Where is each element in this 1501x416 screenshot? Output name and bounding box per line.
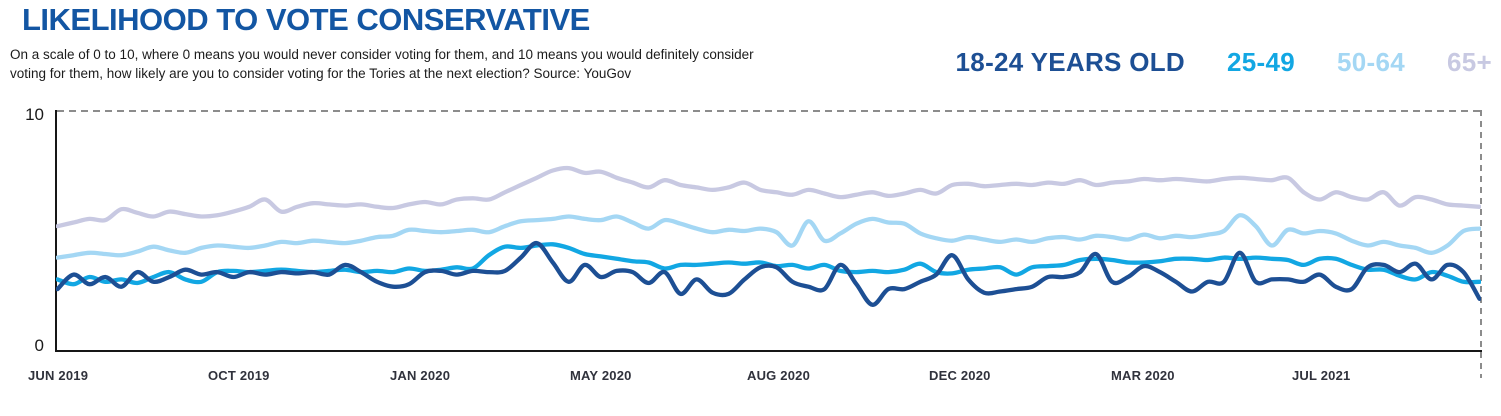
line-chart-plot [56, 165, 1481, 307]
x-axis-label: DEC 2020 [929, 368, 991, 383]
chart-legend: 18-24 YEARS OLD 25-49 50-64 65+ [956, 47, 1492, 78]
legend-item-18-24: 18-24 YEARS OLD [955, 47, 1185, 77]
chart-title: LIKELIHOOD TO VOTE CONSERVATIVE [22, 2, 590, 37]
chart-subtitle: On a scale of 0 to 10, where 0 means you… [10, 46, 810, 83]
series-line-65- [56, 165, 1481, 229]
series-line-18-24-years-old [56, 240, 1481, 307]
legend-item-50-64: 50-64 [1336, 47, 1405, 77]
x-axis-label: OCT 2019 [208, 368, 270, 383]
x-axis-line [55, 350, 1482, 352]
chart-subtitle-line2: voting for them, how likely are you to c… [10, 65, 632, 81]
x-axis-label: JUN 2019 [28, 368, 89, 383]
plot-right-dashed-border [1480, 110, 1482, 378]
legend-item-25-49: 25-49 [1226, 47, 1295, 77]
y-tick-label-0: 0 [34, 336, 44, 355]
x-axis-label: MAR 2020 [1111, 368, 1175, 383]
x-axis-label: MAY 2020 [570, 368, 632, 383]
x-axis-labels: JUN 2019 OCT 2019 JAN 2020 MAY 2020 AUG 2020… [0, 368, 1501, 388]
plot-top-dashed-border [57, 110, 1480, 112]
legend-item-65-plus: 65+ [1446, 47, 1492, 77]
y-axis-line [55, 110, 57, 352]
y-tick-label-10: 10 [25, 105, 44, 124]
chart-subtitle-line1: On a scale of 0 to 10, where 0 means you… [10, 47, 754, 62]
x-axis-label: AUG 2020 [747, 368, 811, 383]
x-axis-label: JUL 2021 [1292, 368, 1351, 383]
x-axis-label: JAN 2020 [390, 368, 451, 383]
series-line-50-64 [56, 213, 1481, 260]
